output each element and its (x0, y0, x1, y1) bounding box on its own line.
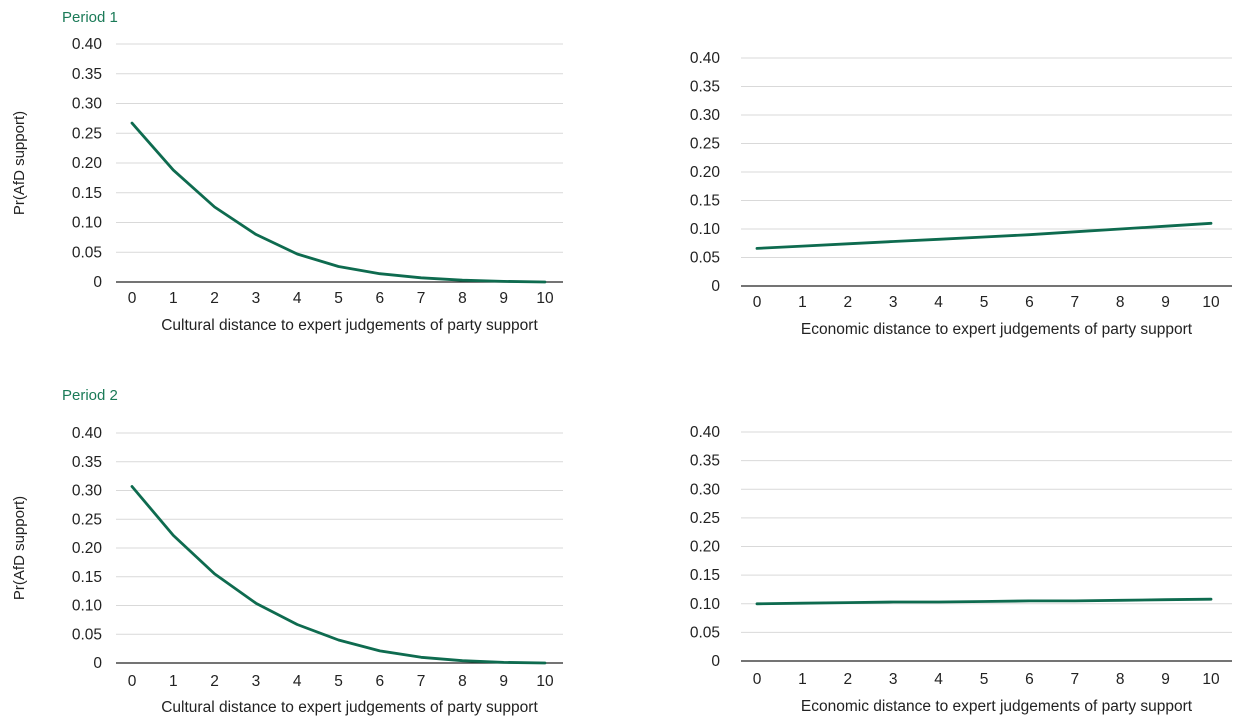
y-tick-label: 0.35 (690, 453, 720, 470)
x-tick-label: 0 (753, 671, 762, 688)
x-tick-label: 10 (1202, 671, 1220, 688)
chart-panel-1: 0 0.05 0.10 0.15 0.20 0.25 0.30 0.35 0.40 0 1 2 3 4 5 6… (11, 36, 563, 334)
x-tick-label: 2 (843, 294, 852, 311)
y-tick-label: 0.15 (72, 569, 102, 586)
series-line (755, 221, 1213, 250)
y-tick-label: 0.35 (72, 66, 102, 83)
y-tick-label: 0.20 (72, 540, 103, 557)
y-tick-label: 0.10 (72, 215, 103, 232)
y-tick-label: 0.05 (690, 624, 720, 641)
x-tick-label: 3 (252, 290, 261, 307)
x-tick-label: 6 (375, 290, 384, 307)
y-tick-label: 0.25 (72, 125, 102, 142)
y-tick-label: 0.05 (72, 626, 102, 643)
y-tick-label: 0.40 (690, 50, 721, 67)
x-tick-label: 5 (980, 294, 989, 311)
x-tick-label: 7 (1070, 671, 1079, 688)
y-tick-label: 0 (711, 278, 720, 295)
y-tick-label: 0.05 (690, 250, 720, 267)
y-tick-label: 0.20 (690, 539, 721, 556)
chart-panel-4: 0 0.05 0.10 0.15 0.20 0.25 0.30 0.35 0.40 0 1 2 3 4 5 6… (690, 424, 1232, 715)
period-2-label: Period 2 (62, 387, 118, 404)
y-tick-label: 0.10 (72, 598, 103, 615)
x-tick-label: 0 (128, 290, 137, 307)
y-tick-label: 0.30 (72, 96, 103, 113)
chart-panel-3: 0 0.05 0.10 0.15 0.20 0.25 0.30 0.35 0.40 0 1 2 3 4 5 6… (11, 425, 563, 716)
x-tick-label: 6 (1025, 671, 1034, 688)
y-tick-label: 0.35 (690, 79, 720, 96)
x-tick-label: 7 (417, 290, 426, 307)
x-tick-label: 1 (798, 671, 807, 688)
x-axis-label: Cultural distance to expert judgements o… (161, 699, 538, 716)
chart-panel-2: 0 0.05 0.10 0.15 0.20 0.25 0.30 0.35 0.40 0 1 2 3 4 5 6… (690, 50, 1232, 338)
y-tick-label: 0.25 (72, 511, 102, 528)
x-tick-label: 5 (980, 671, 989, 688)
y-tick-label: 0.30 (72, 483, 103, 500)
y-tick-label: 0.10 (690, 596, 721, 613)
x-tick-label: 6 (375, 673, 384, 690)
x-tick-label: 4 (934, 671, 943, 688)
x-tick-label: 8 (458, 290, 467, 307)
y-tick-label: 0.20 (690, 164, 721, 181)
x-tick-label: 8 (1116, 671, 1125, 688)
y-axis-title: Pr(AfD support) (11, 111, 28, 215)
x-tick-label: 9 (1161, 671, 1170, 688)
x-tick-label: 4 (293, 290, 302, 307)
x-tick-label: 4 (293, 673, 302, 690)
y-tick-label: 0 (93, 274, 102, 291)
y-tick-label: 0.30 (690, 481, 721, 498)
y-tick-label: 0 (711, 653, 720, 670)
x-axis-label: Cultural distance to expert judgements o… (161, 317, 538, 334)
y-tick-label: 0.30 (690, 107, 721, 124)
y-tick-label: 0.15 (690, 567, 720, 584)
y-tick-label: 0.05 (72, 244, 102, 261)
series-line (130, 121, 547, 284)
x-tick-label: 7 (1070, 294, 1079, 311)
x-tick-label: 10 (1202, 294, 1220, 311)
y-tick-label: 0.40 (72, 36, 103, 53)
x-tick-label: 3 (252, 673, 261, 690)
x-tick-label: 0 (753, 294, 762, 311)
series-line (755, 597, 1213, 606)
x-tick-label: 9 (499, 290, 508, 307)
x-tick-label: 5 (334, 290, 343, 307)
period-1-label: Period 1 (62, 9, 118, 26)
x-tick-label: 2 (843, 671, 852, 688)
x-tick-label: 4 (934, 294, 943, 311)
x-tick-label: 9 (1161, 294, 1170, 311)
x-tick-label: 0 (128, 673, 137, 690)
y-tick-label: 0.15 (72, 185, 102, 202)
y-tick-label: 0.40 (690, 424, 721, 441)
y-tick-label: 0.15 (690, 193, 720, 210)
x-tick-label: 5 (334, 673, 343, 690)
x-tick-label: 1 (169, 290, 178, 307)
x-axis-label: Economic distance to expert judgements o… (801, 321, 1193, 338)
x-tick-label: 6 (1025, 294, 1034, 311)
y-tick-label: 0.25 (690, 136, 720, 153)
series-line (130, 485, 547, 665)
x-axis-label: Economic distance to expert judgements o… (801, 698, 1193, 715)
x-tick-label: 8 (1116, 294, 1125, 311)
x-tick-label: 8 (458, 673, 467, 690)
x-tick-label: 2 (210, 673, 219, 690)
x-tick-label: 3 (889, 294, 898, 311)
y-tick-label: 0.25 (690, 510, 720, 527)
x-tick-label: 3 (889, 671, 898, 688)
x-tick-label: 2 (210, 290, 219, 307)
y-tick-label: 0.10 (690, 221, 721, 238)
y-tick-label: 0.35 (72, 454, 102, 471)
y-tick-label: 0 (93, 655, 102, 672)
x-tick-label: 1 (169, 673, 178, 690)
x-tick-label: 9 (499, 673, 508, 690)
y-axis-title: Pr(AfD support) (11, 496, 28, 600)
x-tick-label: 10 (536, 290, 554, 307)
y-tick-label: 0.20 (72, 155, 103, 172)
x-tick-label: 7 (417, 673, 426, 690)
x-tick-label: 1 (798, 294, 807, 311)
y-tick-label: 0.40 (72, 425, 103, 442)
x-tick-label: 10 (536, 673, 554, 690)
